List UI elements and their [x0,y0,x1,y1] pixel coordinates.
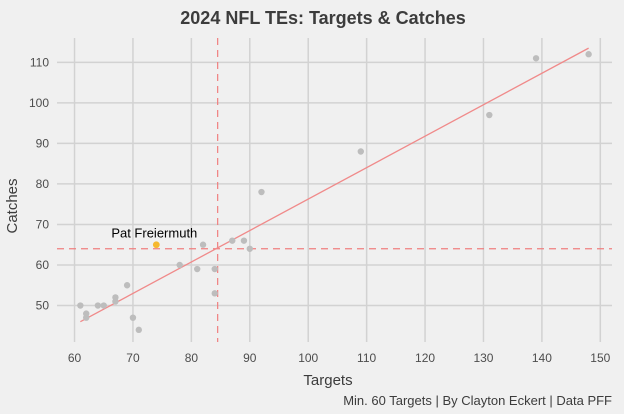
x-tick-label: 60 [68,351,82,365]
y-tick-label: 70 [36,217,50,231]
data-point [240,237,248,244]
chart-title: 2024 NFL TEs: Targets & Catches [180,8,465,28]
data-point [246,245,253,252]
x-tick-label: 150 [590,351,610,365]
x-tick-label: 80 [185,351,199,365]
data-point [112,294,119,301]
data-point [77,302,84,309]
data-point [532,55,540,62]
y-tick-label: 50 [36,299,50,313]
data-point [123,282,131,289]
x-tick-label: 100 [298,351,318,365]
data-point [194,265,201,273]
data-point [129,314,137,321]
highlight-label: Pat Freiermuth [111,226,197,241]
data-point [100,302,107,309]
y-tick-label: 110 [30,55,49,69]
data-point [229,237,236,244]
data-point [211,265,218,273]
data-point [83,314,90,321]
data-point [258,188,265,196]
data-point [135,326,142,334]
data-point [357,148,364,155]
y-tick-label: 60 [36,258,50,272]
data-point [211,290,218,297]
data-point [486,111,493,119]
reference-lines [57,38,612,342]
trend-line [80,47,589,323]
x-tick-label: 120 [415,351,435,365]
data-point [176,261,183,269]
x-tick-label: 70 [126,351,140,365]
highlight-point [152,241,160,249]
y-tick-label: 80 [36,177,50,191]
y-axis-label: Catches [4,178,21,233]
grid [57,38,612,342]
x-tick-label: 140 [532,351,552,365]
chart-caption: Min. 60 Targets | By Clayton Eckert | Da… [343,393,612,408]
data-point [199,241,207,248]
x-axis-label: Targets [303,372,352,389]
data-points [77,51,592,334]
y-tick-label: 90 [36,136,50,150]
x-tick-label: 110 [357,351,376,365]
x-tick-label: 130 [473,351,493,365]
tick-labels: 60 70 80 90 100 110 120 130 140 150 50 60 70 80 90 100 1… [29,55,611,365]
x-tick-label: 90 [243,351,257,365]
y-tick-label: 100 [29,96,49,110]
data-point [585,51,592,58]
data-point [94,302,102,309]
